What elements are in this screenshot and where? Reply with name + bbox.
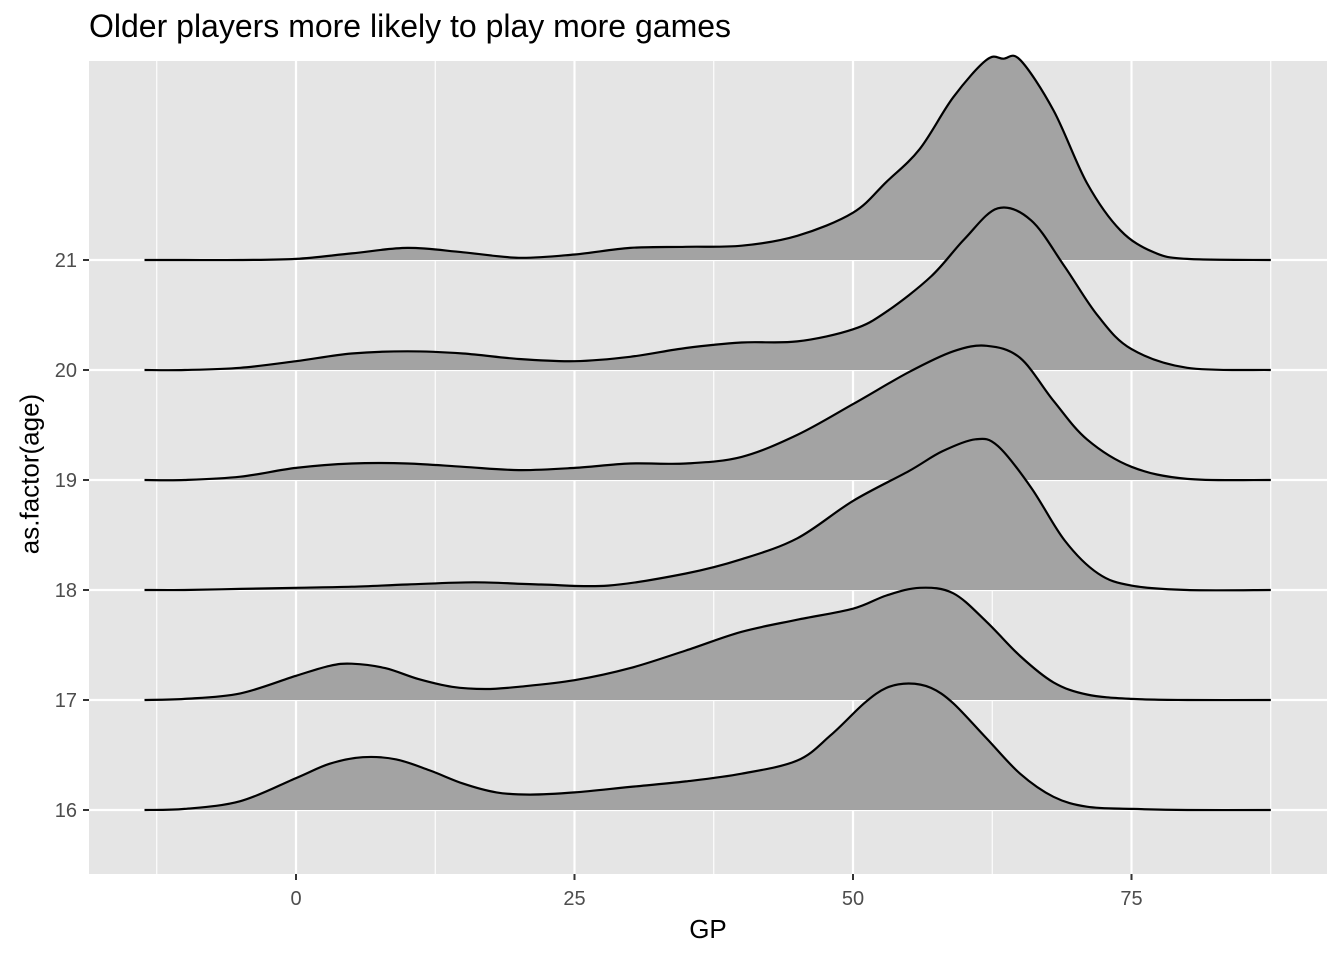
- y-axis-title: as.factor(age): [14, 393, 45, 555]
- x-tick-label: 75: [1120, 888, 1142, 910]
- ridge-area-age-20: [144, 207, 1271, 371]
- density-ridges: [144, 54, 1271, 812]
- axis-ticks: 0 25 50 75 16 17 18 19 20 21: [55, 250, 1143, 910]
- ridge-area-age-18: [144, 438, 1271, 591]
- y-tick-label: 19: [55, 470, 77, 492]
- ridge-line-age-18: [144, 437, 1271, 592]
- x-axis-title: GP: [689, 914, 727, 944]
- ridge-line-age-16: [144, 682, 1271, 812]
- x-tick-label: 25: [563, 888, 585, 910]
- y-tick-label: 17: [55, 690, 77, 712]
- y-tick-label: 18: [55, 580, 77, 602]
- y-tick-label: 21: [55, 250, 77, 272]
- y-tick-label: 20: [55, 360, 77, 382]
- chart-title: Older players more likely to play more g…: [89, 8, 732, 44]
- x-tick-label: 0: [290, 888, 301, 910]
- ridge-line-age-17: [144, 586, 1271, 702]
- y-tick-label: 16: [55, 800, 77, 822]
- ridge-line-age-20: [144, 206, 1271, 372]
- ridge-line-age-21: [144, 54, 1271, 262]
- ridge-line-age-19: [144, 344, 1271, 482]
- ridge-area-age-16: [144, 683, 1271, 811]
- ridge-area-age-21: [144, 55, 1271, 261]
- x-tick-label: 50: [842, 888, 864, 910]
